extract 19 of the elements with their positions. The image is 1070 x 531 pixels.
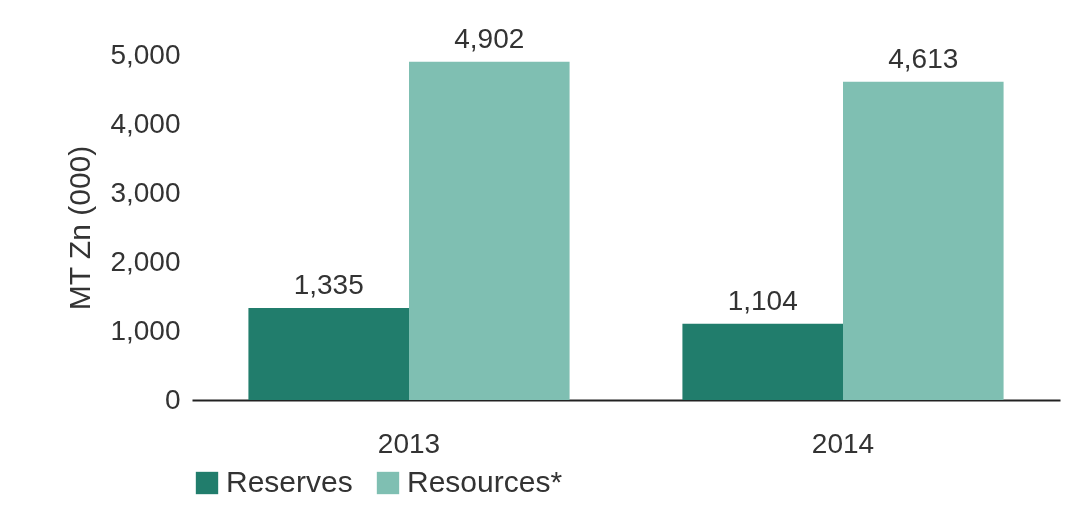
data-label: 1,104 [727,284,798,316]
bar [843,81,1004,400]
x-tick-label: 2013 [377,427,441,459]
y-tick-label: 5,000 [110,38,181,70]
data-label: 4,902 [454,22,525,54]
bar [682,323,843,400]
y-tick-label: 0 [164,383,181,415]
x-tick-label: 2014 [811,427,875,459]
data-label: 4,613 [888,42,959,74]
y-axis-title: MT Zn (000) [63,145,97,311]
legend-label: Resources* [407,465,563,498]
bar [248,307,409,400]
legend-label: Reserves [226,465,353,498]
y-tick-label: 1,000 [110,314,181,346]
y-tick-label: 4,000 [110,107,181,139]
bar [409,61,570,400]
y-tick-label: 3,000 [110,176,181,208]
data-label: 1,335 [293,268,364,300]
y-tick-label: 2,000 [110,245,181,277]
